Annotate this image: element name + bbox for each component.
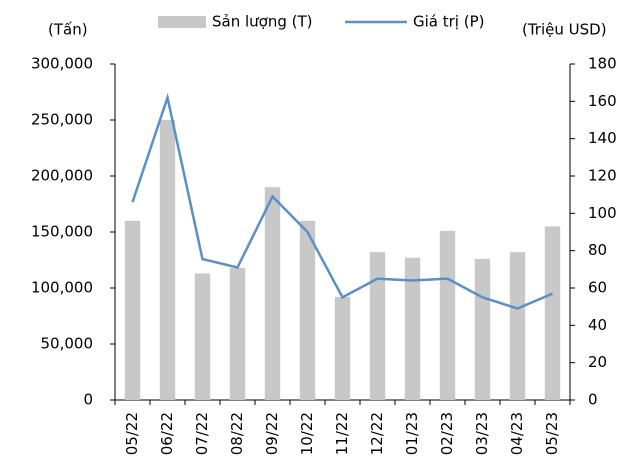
y2-tick-label: 160 bbox=[588, 92, 617, 110]
x-tick-label: 04/23 bbox=[508, 412, 526, 455]
x-tick-label: 08/22 bbox=[228, 412, 246, 455]
y2-tick-label: 60 bbox=[588, 279, 607, 297]
bar bbox=[404, 257, 421, 400]
legend-label: Giá trị (P) bbox=[413, 13, 484, 31]
bar bbox=[159, 120, 176, 400]
y2-tick-label: 0 bbox=[588, 391, 598, 409]
line bbox=[131, 92, 553, 310]
y2-tick-label: 180 bbox=[588, 55, 617, 73]
y-tick-label: 200,000 bbox=[31, 167, 93, 185]
bar bbox=[124, 220, 141, 400]
legend-label: Sản lượng (T) bbox=[212, 13, 313, 31]
x-tick-label: 03/23 bbox=[473, 412, 491, 455]
x-tick-label: 10/22 bbox=[298, 412, 316, 455]
bar bbox=[194, 273, 211, 400]
bar bbox=[334, 296, 351, 400]
x-tick-label: 12/22 bbox=[368, 412, 386, 455]
x-tick-label: 01/23 bbox=[403, 412, 421, 455]
legend-swatch bbox=[158, 16, 206, 28]
x-tick-label: 05/22 bbox=[123, 412, 141, 455]
x-tick-label: 02/23 bbox=[438, 412, 456, 455]
y-tick-label: 250,000 bbox=[31, 111, 93, 129]
bar bbox=[439, 230, 456, 400]
bar bbox=[229, 267, 246, 400]
bar bbox=[544, 226, 561, 400]
y2-tick-label: 120 bbox=[588, 167, 617, 185]
y-tick-label: 50,000 bbox=[41, 335, 94, 353]
y2-tick-label: 40 bbox=[588, 316, 607, 334]
bar bbox=[369, 252, 386, 400]
bar bbox=[299, 220, 316, 400]
y2-tick-label: 100 bbox=[588, 204, 617, 222]
y-tick-label: 0 bbox=[83, 391, 93, 409]
bar bbox=[474, 258, 491, 400]
y-axis-label: (Tấn) bbox=[48, 21, 88, 39]
x-tick-label: 09/22 bbox=[263, 412, 281, 455]
x-tick-label: 07/22 bbox=[193, 412, 211, 455]
x-tick-label: 11/22 bbox=[333, 412, 351, 455]
x-tick-label: 05/23 bbox=[543, 412, 561, 455]
y-tick-label: 300,000 bbox=[31, 55, 93, 73]
bar bbox=[509, 252, 526, 400]
bar bbox=[264, 187, 281, 400]
y2-tick-label: 140 bbox=[588, 129, 617, 147]
x-tick-label: 06/22 bbox=[158, 412, 176, 455]
y-tick-label: 150,000 bbox=[31, 223, 93, 241]
y2-tick-label: 80 bbox=[588, 241, 607, 259]
y-tick-label: 100,000 bbox=[31, 279, 93, 297]
y2-axis-label: (Triệu USD) bbox=[522, 21, 607, 39]
y2-tick-label: 20 bbox=[588, 353, 607, 371]
